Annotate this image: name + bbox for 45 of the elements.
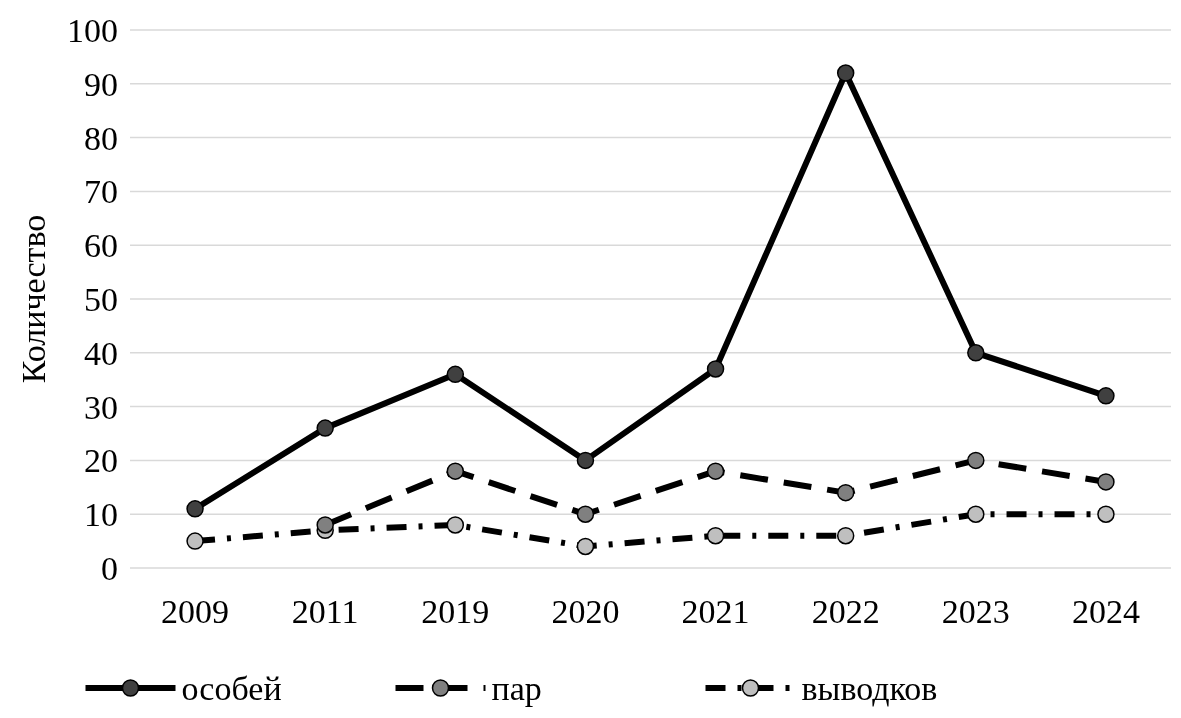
legend-label: особей	[181, 669, 282, 707]
y-axis-title: Количество	[15, 214, 52, 384]
x-tick-label: 2019	[421, 593, 490, 630]
point	[706, 462, 725, 480]
point	[186, 500, 204, 518]
point	[316, 516, 334, 534]
point	[967, 451, 985, 470]
y-tick-label: 40	[84, 334, 118, 372]
x-tick-label: 2023	[941, 593, 1010, 630]
x-tick-label: 2020	[551, 593, 620, 630]
x-tick-label: 2009	[161, 593, 230, 630]
point	[446, 365, 465, 384]
y-tick-label: 20	[84, 442, 118, 480]
legend-label: выводков	[801, 669, 938, 707]
point	[1097, 505, 1115, 523]
point	[836, 64, 855, 82]
point	[836, 526, 855, 545]
point	[967, 505, 985, 523]
y-tick-label: 30	[84, 388, 118, 426]
point	[186, 532, 204, 550]
x-tick-label: 2022	[811, 593, 880, 630]
y-tick-label: 70	[84, 173, 118, 211]
point	[446, 462, 465, 480]
x-tick-label: 2011	[291, 593, 359, 630]
point	[1097, 387, 1115, 405]
y-tick-label: 10	[84, 496, 118, 534]
y-tick-label: 100	[67, 11, 118, 49]
point	[576, 537, 595, 556]
point	[576, 505, 595, 523]
point	[836, 483, 855, 502]
y-tick-label: 80	[84, 119, 118, 157]
y-tick-label: 90	[84, 65, 118, 103]
x-tick-label: 2024	[1071, 593, 1140, 630]
point	[1097, 473, 1115, 491]
y-tick-label: 50	[84, 280, 118, 318]
point	[967, 344, 985, 362]
point	[706, 526, 725, 545]
y-tick-label: 0	[101, 549, 118, 587]
x-tick-label: 2021	[681, 593, 750, 630]
point	[316, 419, 334, 437]
point	[706, 360, 725, 378]
point	[446, 516, 465, 534]
y-tick-label: 60	[84, 227, 118, 265]
legend-label: пар	[491, 669, 542, 707]
point	[576, 451, 595, 470]
